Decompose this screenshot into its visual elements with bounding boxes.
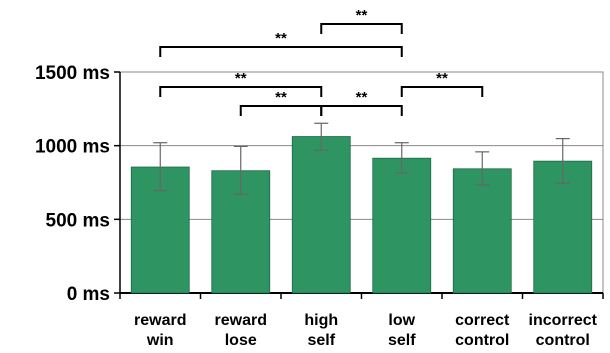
significance-label: **	[356, 89, 368, 106]
category-label: correct	[455, 312, 510, 329]
bar	[372, 157, 432, 294]
category-label: low	[388, 312, 415, 329]
significance-bracket	[320, 23, 403, 34]
y-tick-label: 0 ms	[67, 284, 110, 305]
y-tick-label: 1000 ms	[35, 137, 110, 158]
category-label: incorrect	[529, 312, 598, 329]
bar	[291, 136, 351, 294]
category-label: lose	[225, 332, 257, 349]
significance-label: **	[235, 70, 247, 87]
bar	[211, 170, 271, 294]
y-tick-label: 500 ms	[46, 210, 110, 231]
significance-bracket	[239, 105, 323, 116]
significance-label: **	[275, 30, 287, 47]
category-label: win	[146, 332, 174, 349]
category-label: control	[455, 332, 509, 349]
category-label: reward	[134, 312, 186, 329]
significance-label: **	[356, 7, 368, 24]
significance-bracket	[159, 86, 323, 97]
significance-label: **	[436, 70, 448, 87]
significance-bracket	[400, 86, 484, 97]
bar	[452, 168, 512, 294]
significance-bracket	[159, 46, 403, 57]
category-label: self	[388, 332, 416, 349]
significance-label: **	[275, 89, 287, 106]
category-label: reward	[215, 312, 267, 329]
category-label: control	[536, 332, 590, 349]
category-label: self	[307, 332, 335, 349]
y-tick-label: 1500 ms	[35, 63, 110, 84]
category-label: high	[304, 312, 338, 329]
significance-bracket	[320, 105, 403, 116]
